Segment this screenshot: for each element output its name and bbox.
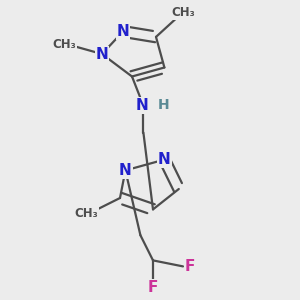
Text: N: N xyxy=(158,152,171,167)
Text: N: N xyxy=(96,46,108,62)
Text: H: H xyxy=(158,98,169,112)
Text: CH₃: CH₃ xyxy=(74,207,98,220)
Text: N: N xyxy=(136,98,148,113)
Text: F: F xyxy=(184,259,195,274)
Text: N: N xyxy=(117,24,129,39)
Text: CH₃: CH₃ xyxy=(172,6,196,20)
Text: N: N xyxy=(119,163,132,178)
Text: CH₃: CH₃ xyxy=(52,38,76,51)
Text: F: F xyxy=(148,280,158,295)
